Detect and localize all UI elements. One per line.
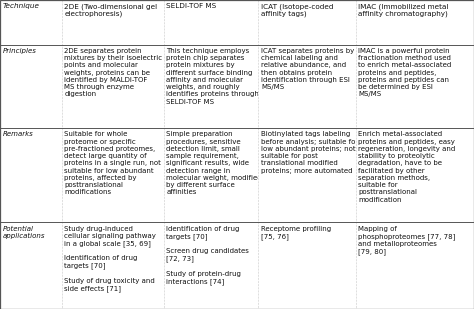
- Text: ICAT (Isotope-coded
affinity tags): ICAT (Isotope-coded affinity tags): [261, 3, 334, 17]
- Text: Enrich metal-associated
proteins and peptides, easy
regeneration, longevity and
: Enrich metal-associated proteins and pep…: [358, 131, 456, 203]
- Text: Principles: Principles: [3, 48, 36, 54]
- Text: Receptome profiling
[75, 76]: Receptome profiling [75, 76]: [261, 226, 331, 239]
- Text: Simple preparation
procedures, sensitive
detection limit, small
sample requireme: Simple preparation procedures, sensitive…: [166, 131, 262, 195]
- Text: 2DE (Two-dimensional gel
electrophoresis): 2DE (Two-dimensional gel electrophoresis…: [64, 3, 157, 17]
- Text: Study drug-induced
cellular signaling pathway
in a global scale [35, 69]

Identi: Study drug-induced cellular signaling pa…: [64, 226, 156, 292]
- Text: 2DE separates protein
mixtures by their isoelectric
points and molecular
weights: 2DE separates protein mixtures by their …: [64, 48, 163, 97]
- Text: This technique employs
protein chip separates
protein mixtures by
different surf: This technique employs protein chip sepa…: [166, 48, 259, 105]
- Text: ICAT separates proteins by
chemical labeling and
relative abundance, and
then ob: ICAT separates proteins by chemical labe…: [261, 48, 355, 90]
- Text: Identification of drug
targets [70]

Screen drug candidates
[72, 73]

Study of p: Identification of drug targets [70] Scre…: [166, 226, 249, 285]
- Text: Suitable for whole
proteome or specific
pre-fractioned proteomes,
detect large q: Suitable for whole proteome or specific …: [64, 131, 161, 195]
- Text: Remarks: Remarks: [3, 131, 34, 137]
- Text: IMAC is a powerful protein
fractionation method used
to enrich metal-associated
: IMAC is a powerful protein fractionation…: [358, 48, 452, 97]
- Text: IMAC (Immobilized metal
affinity chromatography): IMAC (Immobilized metal affinity chromat…: [358, 3, 449, 17]
- Text: Biotinylated tags labeling
before analysis; suitable for
low abundant proteins; : Biotinylated tags labeling before analys…: [261, 131, 358, 174]
- Text: Technique: Technique: [3, 3, 40, 9]
- Text: Potential
applications: Potential applications: [3, 226, 46, 239]
- Text: Mapping of
phosphoproteomes [77, 78]
and metalloproteomes
[79, 80]: Mapping of phosphoproteomes [77, 78] and…: [358, 226, 456, 255]
- Text: SELDI-TOF MS: SELDI-TOF MS: [166, 3, 217, 9]
